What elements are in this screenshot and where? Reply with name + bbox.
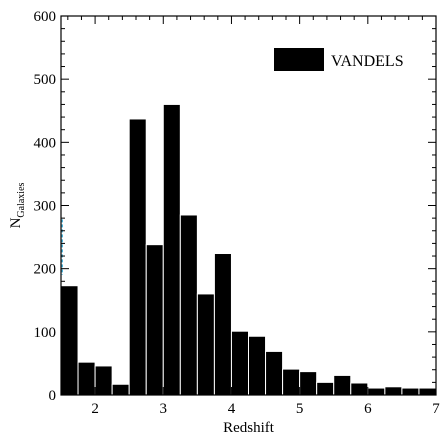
x-axis-label: Redshift — [223, 420, 275, 436]
histogram-bar — [60, 285, 79, 396]
histogram-bar — [111, 383, 130, 396]
y-tick-label: 100 — [34, 325, 57, 341]
histogram-bar — [230, 330, 249, 396]
histogram-bar — [299, 371, 318, 396]
histogram-bar — [265, 350, 284, 396]
x-tick-label: 6 — [364, 401, 372, 417]
histogram-bar — [77, 361, 96, 396]
bars-group — [60, 103, 437, 396]
legend: VANDELS — [274, 48, 404, 71]
y-axis-label-main: N — [8, 217, 24, 228]
histogram-bar — [401, 387, 420, 396]
y-tick-label: 500 — [34, 72, 57, 88]
y-axis-label: NGalaxies — [8, 182, 27, 228]
histogram-bar — [333, 374, 352, 396]
histogram-bar — [248, 335, 267, 396]
histogram-bar — [418, 387, 437, 396]
histogram-bar — [350, 382, 369, 396]
legend-label-vandels: VANDELS — [331, 53, 404, 70]
x-tick-label: 4 — [228, 401, 236, 417]
y-tick-label: 400 — [34, 135, 57, 151]
legend-swatch — [274, 48, 324, 71]
x-tick-labels: 2 3 4 5 6 7 — [91, 401, 440, 417]
y-tick-label: 300 — [34, 199, 57, 215]
histogram-bar — [94, 365, 113, 396]
histogram-bar — [145, 244, 164, 396]
y-tick-label: 0 — [49, 388, 57, 404]
y-tick-label: 200 — [34, 262, 57, 278]
histogram-bar — [128, 118, 147, 396]
tick-marks-group — [61, 15, 437, 396]
histogram-bar — [196, 293, 215, 396]
histogram-bar — [316, 381, 335, 396]
x-tick-label: 7 — [432, 401, 440, 417]
histogram-bar — [384, 386, 403, 396]
y-tick-labels: 0 100 200 300 400 500 600 — [34, 9, 57, 404]
histogram-bar — [367, 387, 386, 396]
x-tick-label: 3 — [160, 401, 168, 417]
histogram-bar — [282, 368, 301, 396]
y-tick-label: 600 — [34, 9, 57, 25]
x-tick-label: 2 — [91, 401, 99, 417]
histogram-bar — [213, 253, 232, 396]
histogram-bar — [179, 214, 198, 396]
y-axis-label-sub: Galaxies — [16, 182, 27, 217]
histogram-bar — [162, 103, 181, 396]
x-tick-label: 5 — [296, 401, 304, 417]
